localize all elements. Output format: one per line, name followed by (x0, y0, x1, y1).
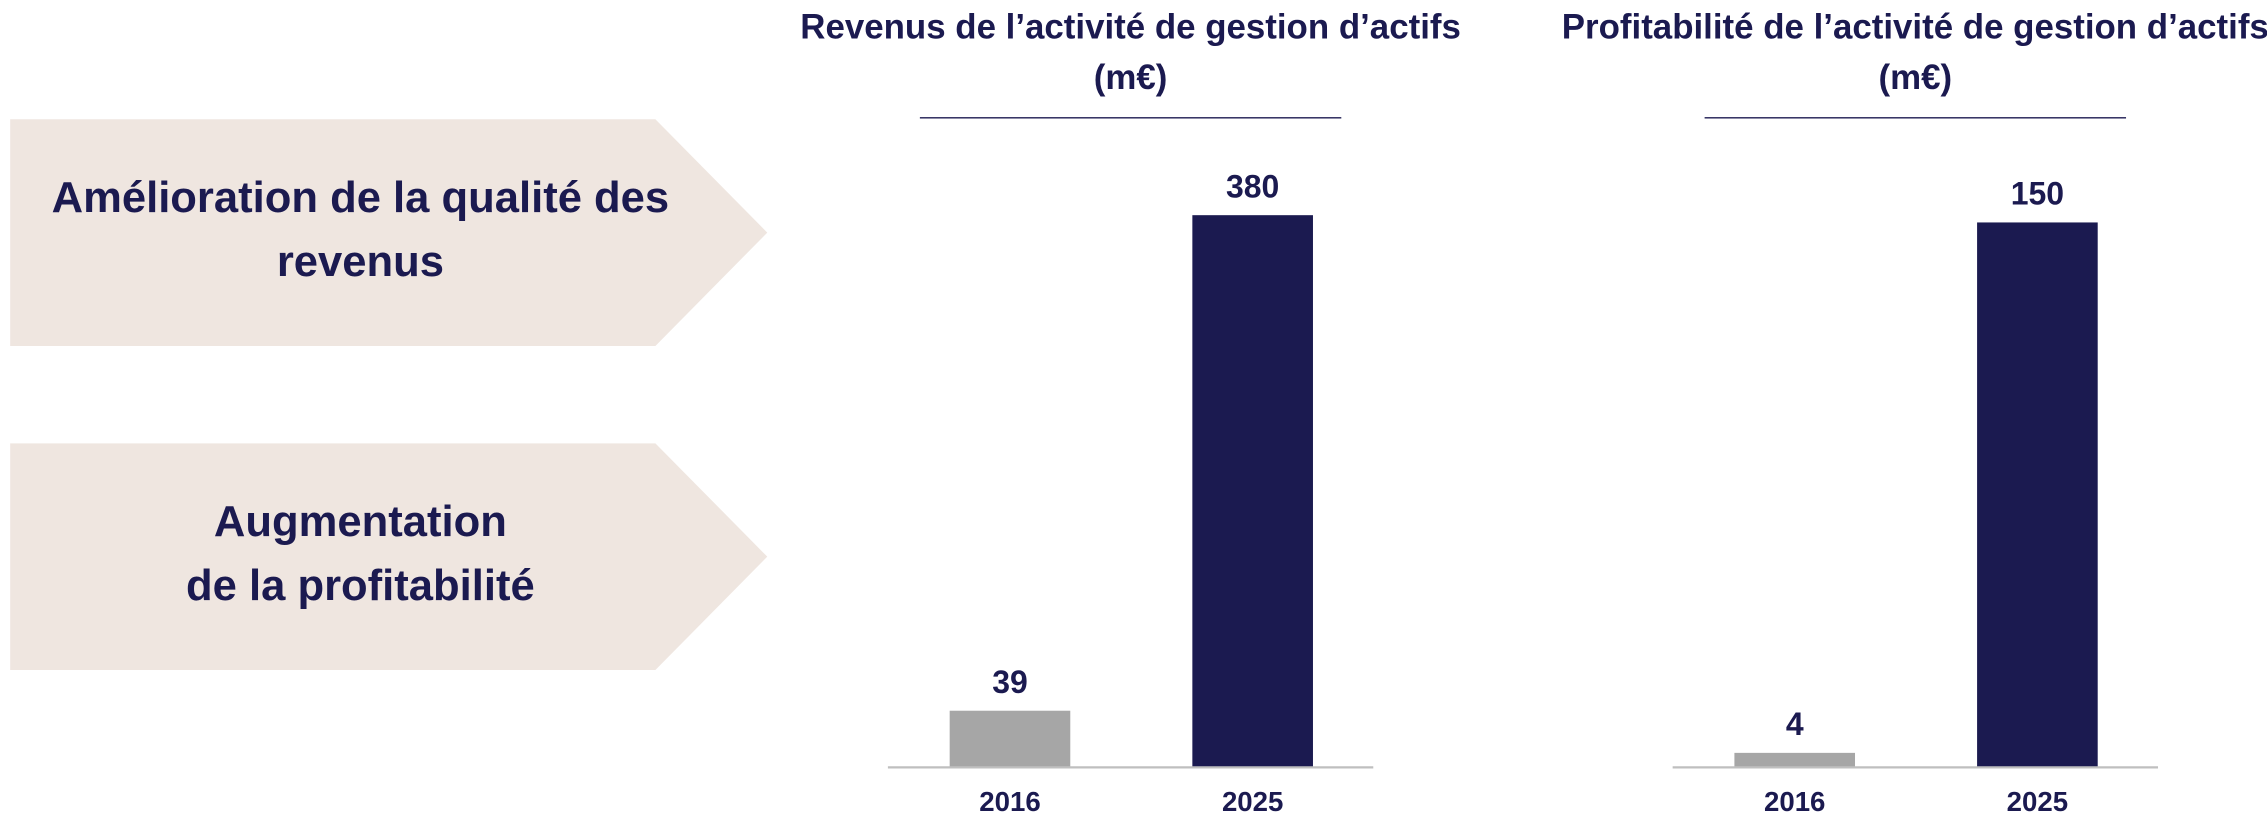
chart-title: Revenus de l’activité de gestion d’actif… (800, 7, 1461, 46)
value-label: 39 (992, 664, 1028, 700)
arrow-panel (10, 443, 768, 671)
bar (949, 710, 1071, 768)
value-label: 380 (1226, 168, 1279, 204)
panel-text: Amélioration de la qualité des (52, 174, 670, 222)
x-tick-label: 2025 (2007, 786, 2068, 814)
panel-text: de la profitabilité (186, 562, 535, 610)
value-label: 150 (2011, 176, 2064, 212)
panel-text: Augmentation (214, 498, 507, 546)
bar (1977, 222, 2098, 768)
chart-subtitle: (m€) (1879, 58, 1953, 97)
panel-text: revenus (277, 238, 444, 286)
bar (1192, 215, 1313, 768)
chart-title: Profitabilité de l’activité de gestion d… (1562, 7, 2267, 46)
arrow-panel (10, 119, 768, 346)
x-tick-label: 2016 (979, 786, 1040, 814)
value-label: 4 (1786, 706, 1804, 742)
bar (1734, 752, 1856, 768)
chart-subtitle: (m€) (1094, 58, 1168, 97)
x-tick-label: 2025 (1222, 786, 1283, 814)
x-tick-label: 2016 (1764, 786, 1825, 814)
